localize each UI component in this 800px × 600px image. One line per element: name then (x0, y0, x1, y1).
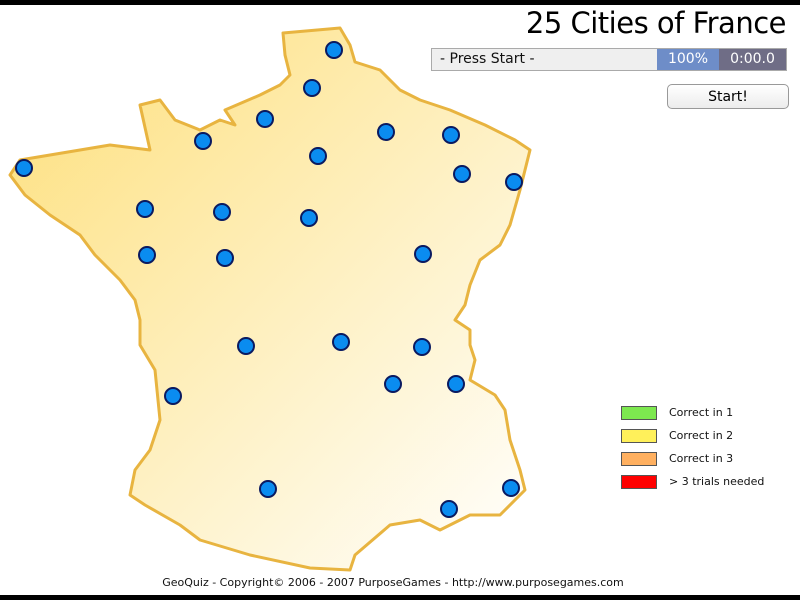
city-marker[interactable] (309, 147, 327, 165)
legend-swatch (621, 451, 657, 466)
city-marker[interactable] (453, 165, 471, 183)
footer: GeoQuiz - Copyright© 2006 - 2007 Purpose… (162, 576, 624, 589)
timer: 0:00.0 (719, 49, 786, 70)
city-marker[interactable] (213, 203, 231, 221)
city-marker[interactable] (377, 123, 395, 141)
score-percent: 100% (657, 49, 719, 70)
status-message: - Press Start - (432, 49, 657, 70)
city-marker[interactable] (505, 173, 523, 191)
page-title: 25 Cities of France (525, 6, 787, 40)
start-button[interactable]: Start! (667, 84, 789, 109)
city-marker[interactable] (447, 375, 465, 393)
city-marker[interactable] (442, 126, 460, 144)
city-marker[interactable] (194, 132, 212, 150)
city-marker[interactable] (325, 41, 343, 59)
legend-item: Correct in 3 (621, 447, 764, 470)
city-marker[interactable] (414, 245, 432, 263)
city-marker[interactable] (237, 337, 255, 355)
legend-item: > 3 trials needed (621, 470, 764, 493)
bottom-border (0, 595, 800, 600)
city-marker[interactable] (384, 375, 402, 393)
city-marker[interactable] (413, 338, 431, 356)
legend-swatch (621, 428, 657, 443)
city-marker[interactable] (300, 209, 318, 227)
legend-item: Correct in 2 (621, 424, 764, 447)
top-border (0, 0, 800, 5)
legend-item: Correct in 1 (621, 401, 764, 424)
city-marker[interactable] (136, 200, 154, 218)
city-marker[interactable] (303, 79, 321, 97)
city-marker[interactable] (502, 479, 520, 497)
city-marker[interactable] (164, 387, 182, 405)
city-marker[interactable] (259, 480, 277, 498)
city-marker[interactable] (332, 333, 350, 351)
city-marker[interactable] (15, 159, 33, 177)
legend-swatch (621, 474, 657, 489)
city-marker[interactable] (138, 246, 156, 264)
legend-swatch (621, 405, 657, 420)
legend: Correct in 1 Correct in 2 Correct in 3 >… (621, 401, 764, 493)
city-marker[interactable] (216, 249, 234, 267)
status-bar: - Press Start - 100% 0:00.0 (431, 48, 787, 71)
city-marker[interactable] (440, 500, 458, 518)
france-outline (8, 26, 532, 572)
city-marker[interactable] (256, 110, 274, 128)
